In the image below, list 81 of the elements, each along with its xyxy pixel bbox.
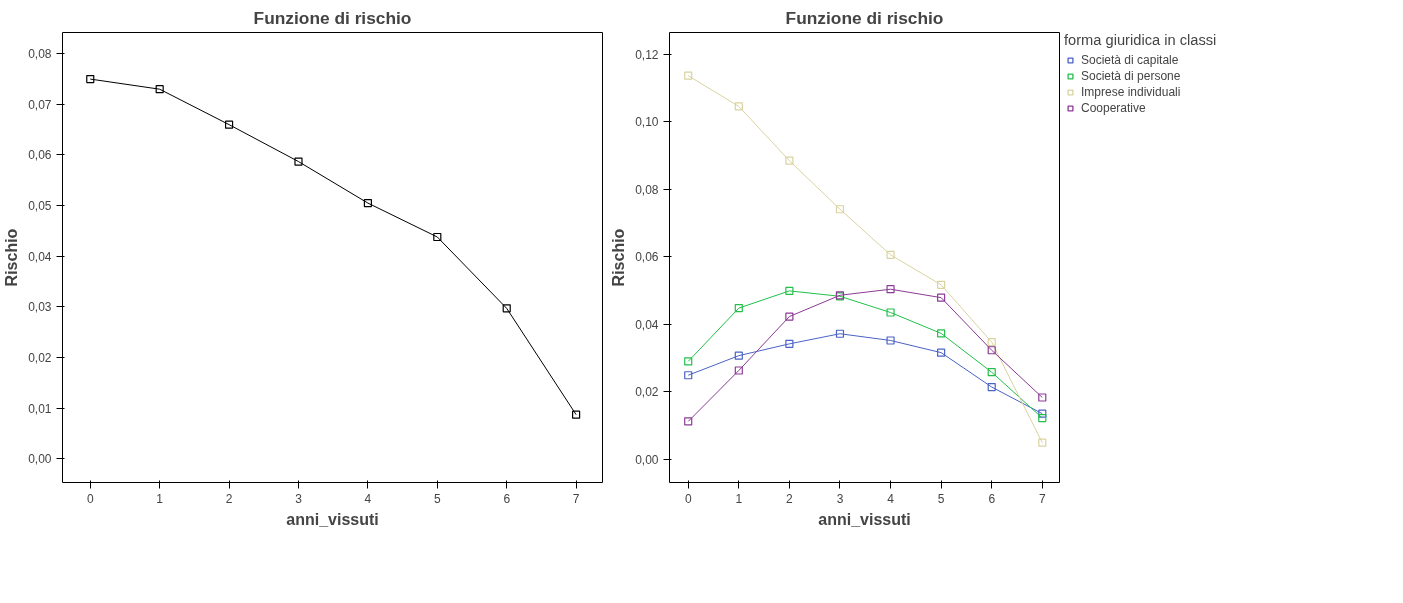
x-tick-label: 7 xyxy=(572,491,580,506)
x-axis-title: anni_vissuti xyxy=(818,510,911,528)
legend-label: Imprese individuali xyxy=(1081,85,1181,99)
x-tick-label: 4 xyxy=(887,491,895,506)
chart-title: Funzione di rischio xyxy=(253,7,412,28)
point xyxy=(734,304,743,313)
point xyxy=(937,348,946,357)
x-tick-label: 6 xyxy=(988,491,996,506)
y-tick-label: 0,12 xyxy=(635,47,659,62)
point xyxy=(502,304,511,313)
point xyxy=(684,417,693,426)
y-tick-label: 0,01 xyxy=(28,401,52,416)
point xyxy=(1038,409,1047,418)
point xyxy=(886,285,895,294)
x-tick-label: 0 xyxy=(86,491,94,506)
y-tick-label: 0,02 xyxy=(635,385,659,400)
point xyxy=(785,286,794,295)
point xyxy=(155,85,164,94)
point xyxy=(886,250,895,259)
point xyxy=(1038,438,1047,447)
y-tick-label: 0,00 xyxy=(635,452,659,467)
point xyxy=(734,102,743,111)
point xyxy=(572,410,581,419)
point xyxy=(835,329,845,338)
x-tick-label: 3 xyxy=(295,491,303,506)
y-tick-label: 0,02 xyxy=(28,350,52,365)
y-tick-label: 0,04 xyxy=(635,317,659,332)
point xyxy=(224,120,234,129)
point xyxy=(433,232,442,242)
point xyxy=(835,205,845,214)
point xyxy=(684,371,693,380)
x-tick-label: 5 xyxy=(937,491,945,506)
point xyxy=(987,368,996,377)
point xyxy=(785,312,794,321)
point xyxy=(294,157,303,166)
point xyxy=(886,336,895,345)
x-tick-label: 1 xyxy=(156,491,164,506)
point xyxy=(937,293,946,302)
y-tick-label: 0,10 xyxy=(635,115,659,130)
y-tick-label: 0,05 xyxy=(28,199,52,214)
point xyxy=(886,308,895,317)
point xyxy=(987,346,996,355)
point xyxy=(937,280,946,289)
x-tick-label: 5 xyxy=(433,491,441,506)
x-tick-label: 2 xyxy=(225,491,233,506)
point xyxy=(734,351,743,360)
point xyxy=(684,71,693,80)
point xyxy=(1038,413,1047,423)
point xyxy=(1038,393,1047,402)
x-axis-title: anni_vissuti xyxy=(286,510,379,528)
x-tick-label: 4 xyxy=(364,491,372,506)
y-axis-title: Rischio xyxy=(610,228,628,287)
x-tick-label: 2 xyxy=(786,491,794,506)
chart-title: Funzione di rischio xyxy=(785,7,944,28)
point xyxy=(937,329,946,338)
y-tick-label: 0,03 xyxy=(28,300,52,315)
legend-label: Società di persone xyxy=(1081,69,1181,83)
point xyxy=(785,156,794,165)
y-tick-label: 0,06 xyxy=(635,250,659,265)
x-tick-label: 0 xyxy=(684,491,692,506)
point xyxy=(987,382,996,392)
x-tick-label: 6 xyxy=(503,491,511,506)
legend-label: Società di capitale xyxy=(1081,53,1179,67)
point xyxy=(734,366,743,375)
y-tick-label: 0,06 xyxy=(28,148,52,163)
y-tick-label: 0,00 xyxy=(28,452,52,467)
point xyxy=(86,74,95,84)
x-tick-label: 1 xyxy=(735,491,743,506)
y-axis-title: Rischio xyxy=(3,228,21,287)
point xyxy=(363,198,372,208)
x-tick-label: 7 xyxy=(1038,491,1046,506)
legend-label: Cooperative xyxy=(1081,101,1146,115)
point xyxy=(684,357,693,366)
y-tick-label: 0,04 xyxy=(28,249,52,264)
y-tick-label: 0,07 xyxy=(28,97,52,112)
y-tick-label: 0,08 xyxy=(28,47,52,62)
y-tick-label: 0,08 xyxy=(635,182,659,197)
point xyxy=(987,338,996,347)
x-tick-label: 3 xyxy=(836,491,844,506)
legend-title: forma giuridica in classi xyxy=(1064,32,1217,48)
point xyxy=(785,339,794,348)
